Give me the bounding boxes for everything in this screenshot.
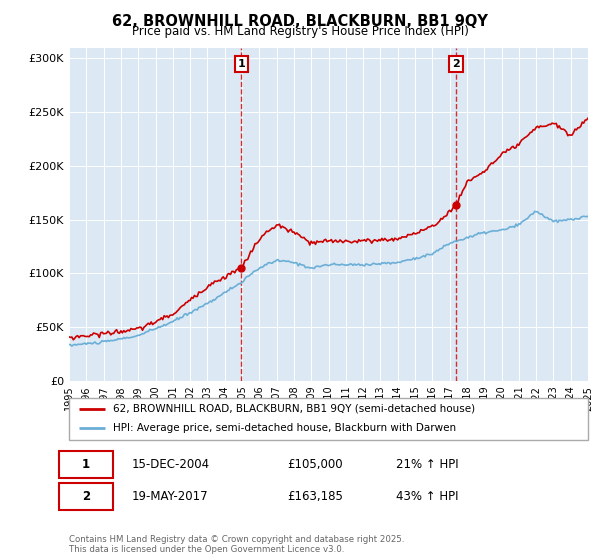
Text: 43% ↑ HPI: 43% ↑ HPI bbox=[396, 490, 458, 503]
Text: 19-MAY-2017: 19-MAY-2017 bbox=[131, 490, 208, 503]
Text: £163,185: £163,185 bbox=[287, 490, 343, 503]
Text: 2: 2 bbox=[452, 59, 460, 69]
Text: 2: 2 bbox=[82, 490, 90, 503]
Text: 21% ↑ HPI: 21% ↑ HPI bbox=[396, 458, 458, 471]
Text: 62, BROWNHILL ROAD, BLACKBURN, BB1 9QY (semi-detached house): 62, BROWNHILL ROAD, BLACKBURN, BB1 9QY (… bbox=[113, 404, 475, 414]
Text: 1: 1 bbox=[82, 458, 90, 471]
FancyBboxPatch shape bbox=[59, 451, 113, 478]
Text: 1: 1 bbox=[238, 59, 245, 69]
Text: £105,000: £105,000 bbox=[287, 458, 343, 471]
Text: HPI: Average price, semi-detached house, Blackburn with Darwen: HPI: Average price, semi-detached house,… bbox=[113, 423, 456, 433]
Text: 62, BROWNHILL ROAD, BLACKBURN, BB1 9QY: 62, BROWNHILL ROAD, BLACKBURN, BB1 9QY bbox=[112, 14, 488, 29]
Text: Contains HM Land Registry data © Crown copyright and database right 2025.
This d: Contains HM Land Registry data © Crown c… bbox=[69, 535, 404, 554]
FancyBboxPatch shape bbox=[69, 398, 588, 440]
FancyBboxPatch shape bbox=[59, 483, 113, 510]
Text: Price paid vs. HM Land Registry's House Price Index (HPI): Price paid vs. HM Land Registry's House … bbox=[131, 25, 469, 38]
Text: 15-DEC-2004: 15-DEC-2004 bbox=[131, 458, 209, 471]
